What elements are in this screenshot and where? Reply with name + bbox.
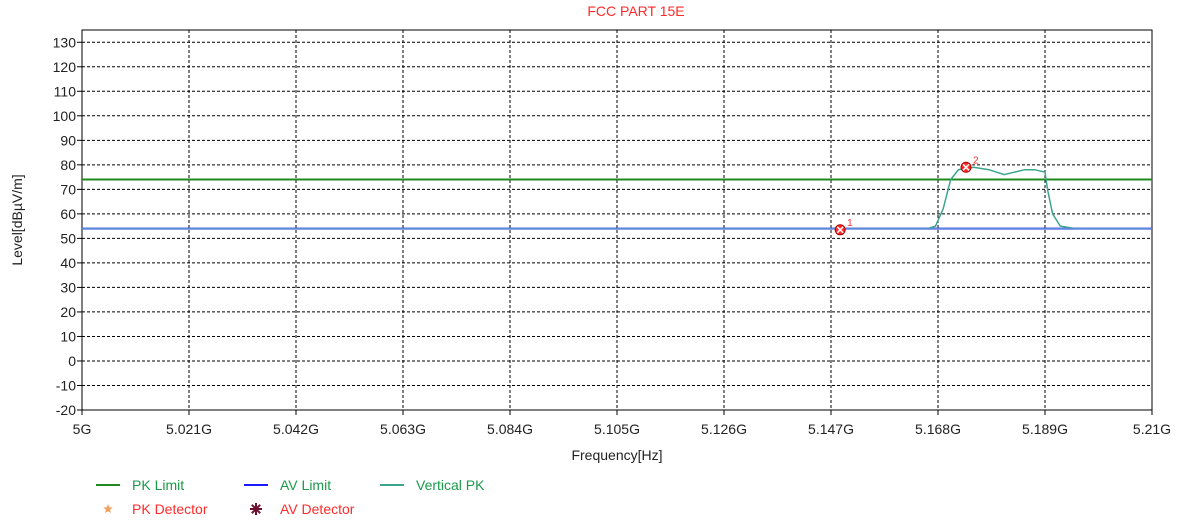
- legend-item-pk-limit: PK Limit: [96, 477, 184, 493]
- x-tick-label: 5.084G: [487, 421, 533, 437]
- y-tick-label: 90: [60, 132, 76, 148]
- marker-label: 2: [973, 155, 979, 166]
- y-tick-label: 40: [60, 255, 76, 271]
- series-layer: [82, 166, 1152, 230]
- y-tick-label: -20: [56, 402, 76, 418]
- x-tick-label: 5.21G: [1133, 421, 1171, 437]
- x-tick-label: 5.147G: [808, 421, 854, 437]
- burst-center: [253, 506, 259, 512]
- y-tick-label: 130: [53, 34, 77, 50]
- y-tick-label: 50: [60, 230, 76, 246]
- y-tick-label: 120: [53, 59, 77, 75]
- y-tick-label: -10: [56, 377, 76, 393]
- legend-label: Vertical PK: [416, 477, 485, 493]
- x-tick-label: 5G: [73, 421, 92, 437]
- x-tick-label: 5.063G: [380, 421, 426, 437]
- legend-label: PK Detector: [132, 501, 208, 517]
- legend-label: PK Limit: [132, 477, 184, 493]
- legend-label: AV Detector: [280, 501, 355, 517]
- legend-item-vertical-pk: Vertical PK: [380, 477, 485, 493]
- y-axis: -20 -10 0 10 20 30 40 50 60 70 80 90 100 110 120 130: [53, 34, 82, 418]
- grid: [81, 30, 1153, 411]
- y-tick-label: 100: [53, 108, 77, 124]
- star-icon: [103, 504, 113, 513]
- x-tick-label: 5.021G: [166, 421, 212, 437]
- y-tick-label: 60: [60, 206, 76, 222]
- x-tick-label: 5.105G: [594, 421, 640, 437]
- y-axis-title: Level[dBµV/m]: [9, 174, 25, 265]
- legend-item-av-limit: AV Limit: [244, 477, 331, 493]
- y-tick-label: 10: [60, 328, 76, 344]
- marker-label: 1: [847, 218, 853, 229]
- marker-cross-icon: [836, 226, 844, 234]
- y-tick-label: 70: [60, 181, 76, 197]
- chart-title: FCC PART 15E: [587, 3, 684, 19]
- legend-item-pk-detector: PK Detector: [103, 501, 208, 517]
- marker-layer: 12: [834, 155, 979, 236]
- legend-label: AV Limit: [280, 477, 331, 493]
- x-tick-label: 5.168G: [915, 421, 961, 437]
- y-tick-label: 30: [60, 279, 76, 295]
- marker-2: 2: [960, 155, 979, 173]
- marker-cross-icon: [962, 163, 970, 171]
- marker-1: 1: [834, 218, 853, 236]
- x-tick-label: 5.126G: [701, 421, 747, 437]
- y-tick-label: 0: [68, 353, 76, 369]
- burst-icon: [250, 503, 262, 515]
- y-tick-label: 110: [54, 83, 77, 99]
- x-axis: 5G 5.021G 5.042G 5.063G 5.084G 5.105G 5.126G 5.…: [73, 410, 1171, 437]
- legend: PK Limit AV Limit Vertical PK PK Detector AV…: [96, 477, 485, 517]
- y-tick-label: 80: [60, 157, 76, 173]
- y-tick-label: 20: [60, 304, 76, 320]
- x-tick-label: 5.189G: [1022, 421, 1068, 437]
- legend-item-av-detector: AV Detector: [250, 501, 355, 517]
- x-tick-label: 5.042G: [273, 421, 319, 437]
- x-axis-title: Frequency[Hz]: [571, 447, 662, 463]
